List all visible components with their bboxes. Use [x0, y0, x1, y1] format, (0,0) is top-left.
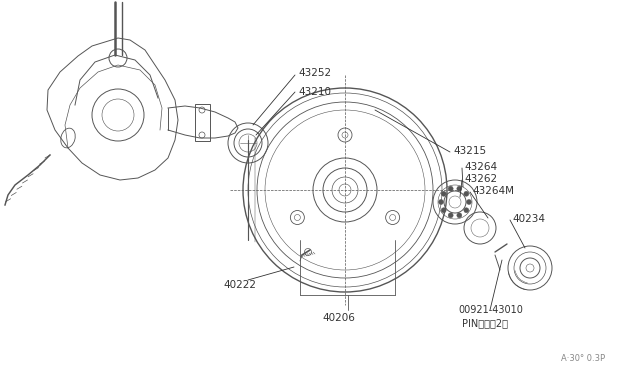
- Text: 43264: 43264: [464, 162, 497, 172]
- Text: 40234: 40234: [512, 214, 545, 224]
- Text: A·30° 0.3P: A·30° 0.3P: [561, 354, 605, 363]
- Text: 43264M: 43264M: [472, 186, 514, 196]
- Circle shape: [457, 186, 462, 191]
- Circle shape: [464, 191, 469, 196]
- Circle shape: [457, 213, 462, 218]
- Text: 43210: 43210: [298, 87, 331, 97]
- Circle shape: [438, 199, 444, 205]
- Circle shape: [441, 208, 446, 213]
- Text: 40222: 40222: [223, 280, 256, 290]
- Text: 43215: 43215: [453, 146, 486, 156]
- Circle shape: [464, 208, 469, 213]
- Text: 43252: 43252: [298, 68, 331, 78]
- Circle shape: [448, 213, 453, 218]
- Text: 40206: 40206: [322, 313, 355, 323]
- Circle shape: [448, 186, 453, 191]
- Circle shape: [441, 191, 446, 196]
- Text: 43262: 43262: [464, 174, 497, 184]
- Bar: [195, 104, 210, 141]
- Text: 00921-43010: 00921-43010: [458, 305, 523, 315]
- Circle shape: [467, 199, 472, 205]
- Text: PINピン（2）: PINピン（2）: [462, 318, 508, 328]
